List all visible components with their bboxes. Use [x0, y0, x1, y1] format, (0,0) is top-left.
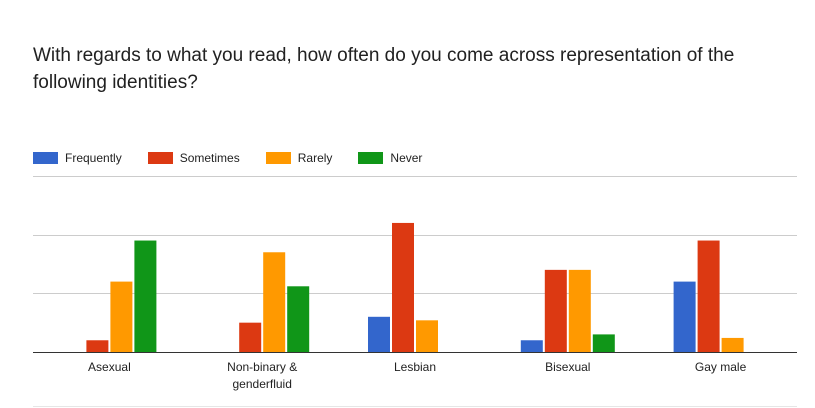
bar-sometimes-0 — [86, 340, 109, 352]
legend-item-frequently: Frequently — [33, 151, 122, 165]
legend-swatch-rarely — [265, 152, 291, 164]
legend-label-sometimes: Sometimes — [179, 151, 240, 165]
bar-never-3 — [592, 334, 615, 352]
legend-label-never: Never — [390, 151, 423, 165]
chart-title: With regards to what you read, how often… — [33, 45, 735, 93]
bar-sometimes-1 — [239, 322, 262, 352]
category-label-4: Gay male — [695, 360, 747, 374]
legend-swatch-frequently — [33, 152, 58, 164]
bar-sometimes-3 — [544, 269, 567, 352]
bar-frequently-3 — [520, 340, 543, 352]
legend-item-never: Never — [358, 151, 422, 165]
category-label-1: Non-binary & genderfluid — [227, 360, 297, 391]
bar-rarely-1 — [263, 252, 286, 352]
legend-item-rarely: Rarely — [265, 151, 333, 165]
legend-label-rarely: Rarely — [297, 151, 333, 165]
bar-frequently-4 — [673, 281, 696, 352]
bar-rarely-3 — [568, 269, 591, 352]
bar-rarely-0 — [110, 281, 133, 352]
bar-never-1 — [287, 286, 310, 352]
legend-label-frequently: Frequently — [65, 151, 122, 165]
bar-sometimes-4 — [697, 240, 720, 352]
legend-item-sometimes: Sometimes — [147, 151, 240, 165]
category-label-2: Lesbian — [394, 360, 436, 374]
bar-rarely-2 — [416, 320, 438, 352]
legend: Frequently Sometimes Rarely Never — [33, 150, 448, 166]
legend-swatch-never — [358, 152, 384, 164]
category-label-0: Asexual — [88, 360, 131, 374]
bar-never-0 — [134, 240, 157, 352]
bar-frequently-2 — [368, 316, 390, 352]
legend-swatch-sometimes — [147, 152, 173, 164]
bar-rarely-4 — [721, 337, 744, 352]
category-label-3: Bisexual — [545, 360, 590, 374]
bar-sometimes-2 — [392, 222, 414, 352]
